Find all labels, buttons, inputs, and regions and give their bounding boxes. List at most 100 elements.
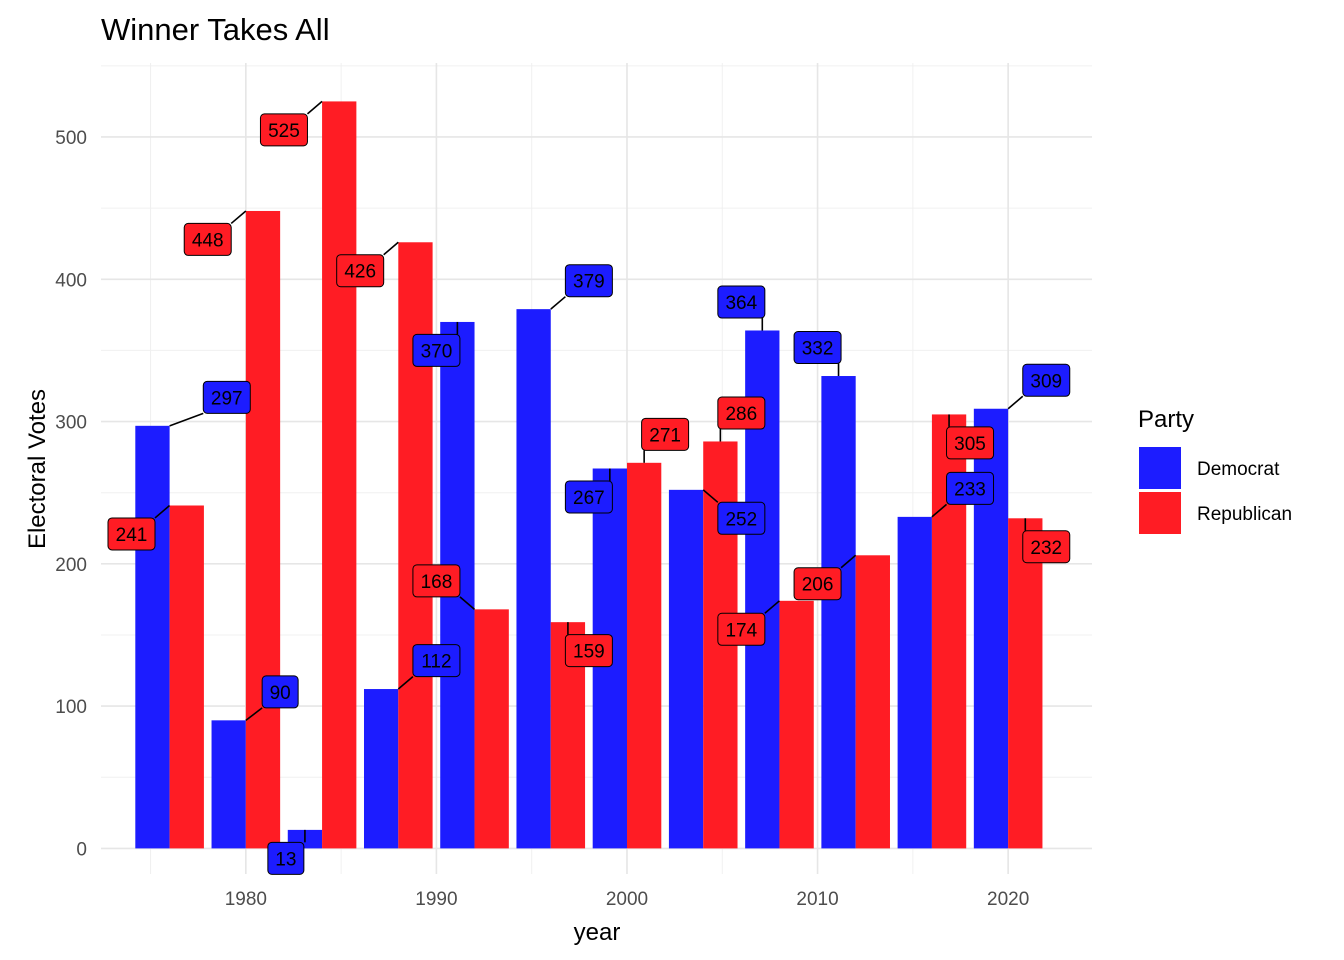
data-label-republican-1992: 168 xyxy=(412,564,461,598)
data-label-text: 159 xyxy=(573,642,605,663)
x-tick-label: 2020 xyxy=(987,889,1029,910)
y-tick-label: 100 xyxy=(55,697,87,718)
data-label-text: 252 xyxy=(725,509,757,530)
label-connector xyxy=(245,707,263,721)
data-label-box xyxy=(717,501,766,535)
bars xyxy=(135,101,1043,849)
legend-key-democrat xyxy=(1139,447,1181,489)
y-tick-label: 300 xyxy=(55,413,87,434)
bar-republican-1984 xyxy=(322,101,357,849)
data-label-text: 174 xyxy=(725,620,757,641)
data-label-box xyxy=(412,333,461,367)
data-label-text: 309 xyxy=(1030,371,1062,392)
x-tick-label: 1980 xyxy=(225,889,267,910)
data-label-republican-2012: 206 xyxy=(793,567,842,601)
x-tick-label: 2000 xyxy=(606,889,648,910)
data-label-box xyxy=(564,634,613,668)
data-label-text: 206 xyxy=(802,575,834,596)
y-tick-label: 0 xyxy=(76,839,87,860)
x-tick-label: 1990 xyxy=(415,889,457,910)
data-label-box xyxy=(717,396,766,430)
legend-key-republican xyxy=(1139,492,1181,534)
y-axis-ticks: 0 100 200 300 400 500 xyxy=(55,128,87,860)
data-label-republican-2016: 305 xyxy=(946,426,995,460)
data-label-box xyxy=(946,471,995,505)
data-label-republican-2020: 232 xyxy=(1022,530,1071,564)
data-label-text: 233 xyxy=(954,479,986,500)
data-label-box xyxy=(564,264,613,298)
chart-title: Winner Takes All xyxy=(101,12,330,47)
label-connector xyxy=(702,489,719,503)
label-connector xyxy=(931,503,948,518)
bar-democrat-1988 xyxy=(363,689,399,849)
data-label-box xyxy=(946,426,995,460)
label-connector xyxy=(840,554,857,569)
data-label-democrat-2000: 267 xyxy=(564,480,613,514)
data-label-box xyxy=(259,113,308,147)
label-connector xyxy=(230,210,247,225)
data-label-republican-1988: 426 xyxy=(336,254,385,288)
data-label-box xyxy=(1022,530,1071,564)
x-axis-ticks: 1980 1990 2000 2010 2020 xyxy=(225,889,1030,910)
data-label-text: 525 xyxy=(268,121,300,142)
bar-republican-1980 xyxy=(245,210,281,849)
data-label-democrat-2008: 364 xyxy=(717,285,766,319)
data-label-text: 305 xyxy=(954,434,986,455)
bar-democrat-1996 xyxy=(516,309,551,849)
bar-republican-1988 xyxy=(398,242,433,849)
data-label-box xyxy=(202,380,251,414)
x-tick-label: 2010 xyxy=(796,889,838,910)
bar-democrat-2004 xyxy=(668,489,704,849)
data-label-text: 112 xyxy=(421,652,451,673)
data-label-box xyxy=(1022,363,1071,397)
data-label-democrat-1992: 370 xyxy=(412,333,461,367)
data-label-democrat-2004: 252 xyxy=(717,501,766,535)
data-label-box xyxy=(267,841,305,875)
bar-democrat-2012 xyxy=(821,376,856,849)
bar-republican-2012 xyxy=(855,555,890,849)
bar-democrat-2016 xyxy=(897,516,932,849)
data-label-democrat-2020: 309 xyxy=(1022,363,1071,397)
bar-republican-1992 xyxy=(474,609,509,849)
data-label-republican-1996: 159 xyxy=(564,634,613,668)
label-connector xyxy=(306,100,323,115)
data-label-democrat-1988: 112 xyxy=(412,644,461,678)
y-axis-title: Electoral Votes xyxy=(24,389,51,549)
data-label-text: 297 xyxy=(211,388,243,409)
data-label-text: 379 xyxy=(573,272,605,293)
data-label-republican-1976: 241 xyxy=(107,517,156,551)
data-label-text: 332 xyxy=(802,339,834,360)
bar-republican-1976 xyxy=(169,505,204,849)
data-label-republican-2000: 271 xyxy=(641,417,690,451)
data-label-text: 286 xyxy=(725,404,757,425)
data-label-text: 168 xyxy=(421,572,453,593)
label-connector xyxy=(1007,395,1024,410)
data-label-text: 426 xyxy=(344,262,376,283)
data-label-republican-1984: 525 xyxy=(259,113,308,147)
data-label-box xyxy=(412,564,461,598)
label-connector xyxy=(764,600,780,614)
data-label-box xyxy=(793,331,842,365)
label-connector xyxy=(169,412,204,427)
data-label-text: 90 xyxy=(270,683,291,704)
data-label-box xyxy=(107,517,156,551)
data-label-democrat-1984: 13 xyxy=(267,841,305,875)
label-connector xyxy=(154,504,171,519)
data-label-text: 448 xyxy=(192,230,224,251)
data-label-text: 271 xyxy=(649,425,681,446)
legend-label-democrat: Democrat xyxy=(1197,459,1280,480)
data-label-text: 232 xyxy=(1030,538,1062,559)
data-label-democrat-2012: 332 xyxy=(793,331,842,365)
data-label-box xyxy=(183,222,232,256)
bar-republican-2008 xyxy=(779,600,814,849)
data-label-text: 370 xyxy=(421,341,453,362)
data-label-republican-1980: 448 xyxy=(183,222,232,256)
data-label-box xyxy=(336,254,385,288)
bar-republican-2000 xyxy=(626,462,662,849)
data-label-box xyxy=(564,480,613,514)
data-label-republican-2008: 174 xyxy=(717,612,766,646)
data-label-box xyxy=(717,612,766,646)
data-label-box xyxy=(793,567,842,601)
y-tick-label: 500 xyxy=(55,128,87,149)
